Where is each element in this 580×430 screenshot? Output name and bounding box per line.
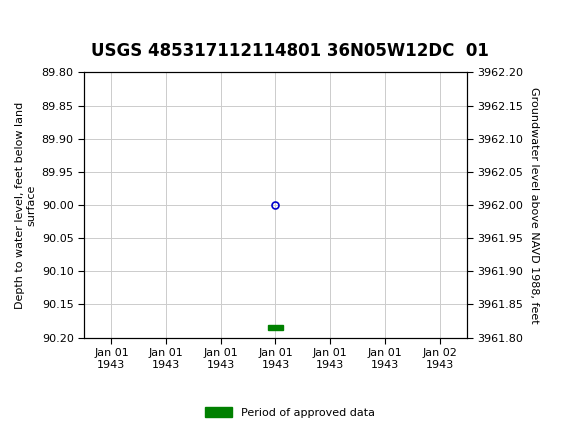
Y-axis label: Depth to water level, feet below land
surface: Depth to water level, feet below land su… xyxy=(14,101,36,309)
Bar xyxy=(268,325,283,330)
Legend: Period of approved data: Period of approved data xyxy=(200,403,380,422)
Text: USGS 485317112114801 36N05W12DC  01: USGS 485317112114801 36N05W12DC 01 xyxy=(91,42,489,60)
Text: USGS: USGS xyxy=(31,10,86,28)
Y-axis label: Groundwater level above NAVD 1988, feet: Groundwater level above NAVD 1988, feet xyxy=(529,87,539,323)
